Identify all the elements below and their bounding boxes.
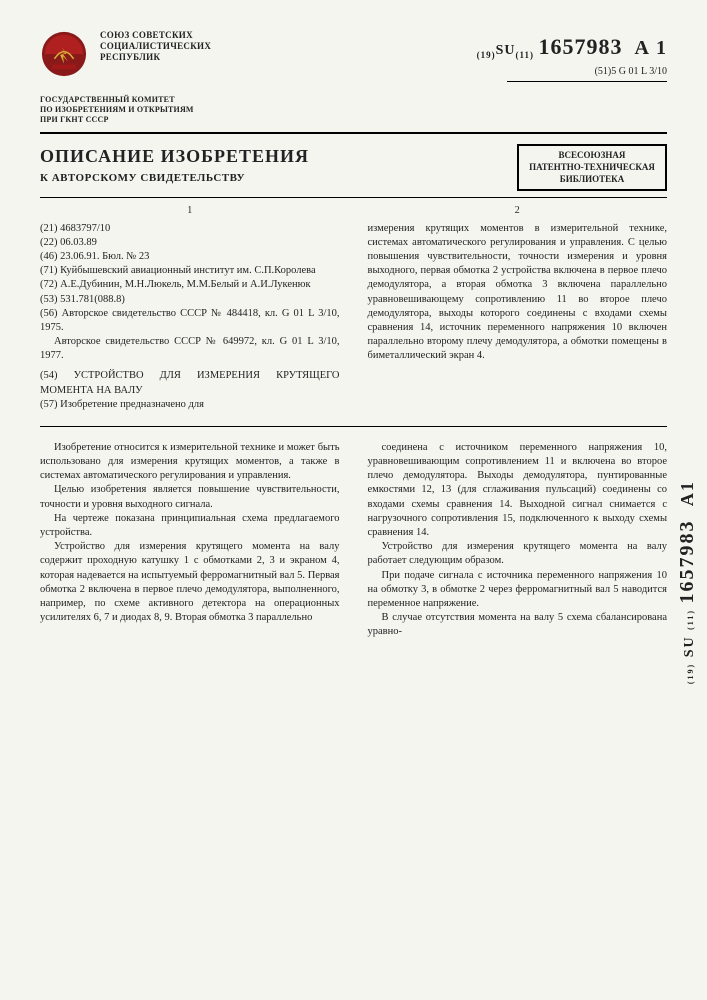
emblem bbox=[40, 30, 88, 83]
abstract-col-1: 1 (21) 4683797/10 (22) 06.03.89 (46) 23.… bbox=[40, 204, 340, 412]
abstract-col-2: 2 измерения крутящих моментов в измерите… bbox=[368, 204, 668, 412]
document-number: (19)SU(11) 1657983А 1 bbox=[223, 32, 667, 63]
col-number: 1 bbox=[40, 204, 340, 218]
committee-label: ГОСУДАРСТВЕННЫЙ КОМИТЕТ ПО ИЗОБРЕТЕНИЯМ … bbox=[40, 95, 667, 124]
abstract-columns: 1 (21) 4683797/10 (22) 06.03.89 (46) 23.… bbox=[40, 204, 667, 412]
side-document-number: (19) SU (11) 1657983 А1 bbox=[673, 480, 701, 684]
header: СОЮЗ СОВЕТСКИХ СОЦИАЛИСТИЧЕСКИХ РЕСПУБЛИ… bbox=[40, 30, 667, 83]
body-columns: Изобретение относится к измерительной те… bbox=[40, 441, 667, 639]
library-stamp: ВСЕСОЮЗНАЯ ПАТЕНТНО-ТЕХНИЧЕCКАЯ БИБЛИОТЕ… bbox=[517, 144, 667, 191]
divider-thin bbox=[40, 197, 667, 198]
divider bbox=[40, 132, 667, 134]
body-col-1: Изобретение относится к измерительной те… bbox=[40, 441, 340, 639]
body-col-2: соединена с источником переменного напря… bbox=[368, 441, 668, 639]
main-title: ОПИСАНИЕ ИЗОБРЕТЕНИЯ bbox=[40, 144, 309, 169]
union-label: СОЮЗ СОВЕТСКИХ СОЦИАЛИСТИЧЕСКИХ РЕСПУБЛИ… bbox=[100, 30, 211, 62]
sub-title: К АВТОРСКОМУ СВИДЕТЕЛЬСТВУ bbox=[40, 171, 309, 186]
classification-code: (51)5 G 01 L 3/10 bbox=[507, 65, 667, 82]
col-number: 2 bbox=[368, 204, 668, 218]
divider-thin bbox=[40, 426, 667, 427]
